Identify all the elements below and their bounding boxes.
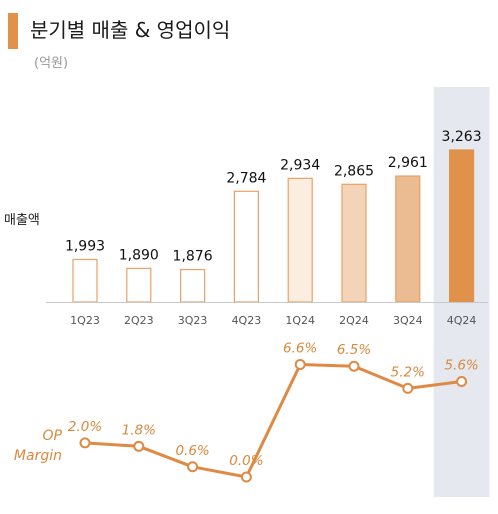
x-tick-label: 4Q24 xyxy=(447,314,477,327)
x-tick-label: 1Q23 xyxy=(70,314,100,327)
x-tick-label: 2Q24 xyxy=(339,314,369,327)
bar-2Q23 xyxy=(126,267,152,303)
op-margin-value-label: 0.6% xyxy=(175,443,209,459)
op-margin-value-label: 6.5% xyxy=(337,342,371,358)
op-margin-line xyxy=(84,363,462,479)
op-margin-value-label: 6.6% xyxy=(283,341,317,357)
bar-4Q23 xyxy=(233,190,259,303)
x-tick-label: 4Q23 xyxy=(232,314,262,327)
x-tick-label: 1Q24 xyxy=(285,314,315,327)
title-accent-bar xyxy=(8,13,18,49)
op-margin-point xyxy=(402,382,414,394)
revenue-axis-label: 매출액 xyxy=(4,213,40,228)
bar-4Q24 xyxy=(449,149,475,303)
chart-title: 분기별 매출 & 영업이익 xyxy=(30,18,231,42)
bar-value-label: 1,876 xyxy=(173,249,213,265)
op-margin-label-line2: Margin xyxy=(13,448,62,464)
bar-value-label: 3,263 xyxy=(442,129,482,145)
bar-value-label: 2,934 xyxy=(280,157,320,173)
bar-value-label: 2,784 xyxy=(226,170,266,186)
op-margin-point xyxy=(294,359,306,370)
unit-label: (억원) xyxy=(34,56,69,71)
bar-value-label: 2,865 xyxy=(334,163,374,179)
bar-value-label: 1,993 xyxy=(65,238,105,254)
op-margin-value-label: 5.6% xyxy=(444,358,478,374)
x-tick-label: 2Q23 xyxy=(124,314,154,327)
op-margin-point xyxy=(133,440,145,452)
op-margin-value-label: 5.2% xyxy=(391,364,425,380)
op-margin-point xyxy=(456,376,468,388)
x-tick-label: 3Q24 xyxy=(393,314,423,327)
op-margin-point xyxy=(187,461,199,473)
x-tick-label: 3Q23 xyxy=(178,314,208,327)
op-margin-label-line1: OP xyxy=(42,428,62,444)
op-margin-value-label: 2.0% xyxy=(68,419,102,435)
bar-1Q24 xyxy=(287,177,313,303)
op-margin-value-label: 1.8% xyxy=(122,422,156,438)
op-margin-value-label: 0.0% xyxy=(229,453,263,469)
bar-3Q23 xyxy=(180,268,206,303)
bar-value-label: 2,961 xyxy=(388,155,428,171)
bar-2Q24 xyxy=(341,183,367,303)
bar-value-label: 1,890 xyxy=(119,247,159,263)
op-margin-point xyxy=(240,471,252,483)
bar-1Q23 xyxy=(72,258,98,303)
bar-3Q24 xyxy=(395,175,421,303)
op-margin-point xyxy=(348,360,360,372)
op-margin-point xyxy=(79,437,91,449)
